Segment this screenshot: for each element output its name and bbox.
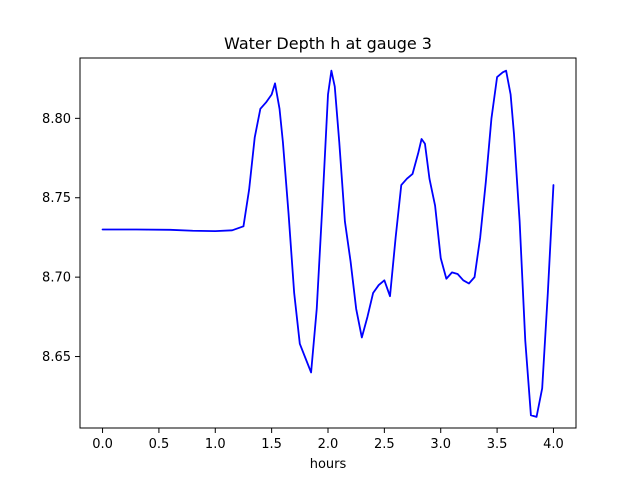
x-axis-label: hours	[310, 457, 347, 472]
x-tick-label: 3.5	[487, 437, 508, 452]
data-layer	[101, 69, 555, 418]
x-tick-label: 0.5	[149, 437, 170, 452]
x-tick-label: 0.0	[92, 437, 113, 452]
x-tick-label: 2.5	[374, 437, 395, 452]
x-tick-label: 4.0	[543, 437, 564, 452]
x-tick-label: 1.5	[261, 437, 282, 452]
series-line-0	[101, 69, 555, 418]
x-tick-label: 2.0	[318, 437, 339, 452]
y-tick-label: 8.80	[42, 112, 71, 127]
x-tick-label: 3.0	[430, 437, 451, 452]
chart-title: Water Depth h at gauge 3	[224, 34, 432, 53]
x-tick-label: 1.0	[205, 437, 226, 452]
y-axis: 8.65 8.70 8.75 8.80	[42, 112, 80, 365]
y-tick-label: 8.65	[42, 350, 71, 365]
y-tick-label: 8.75	[42, 191, 71, 206]
y-tick-label: 8.70	[42, 271, 71, 286]
x-axis: 0.0 0.5 1.0 1.5 2.0 2.5 3.0 3.5 4.0	[92, 428, 564, 452]
